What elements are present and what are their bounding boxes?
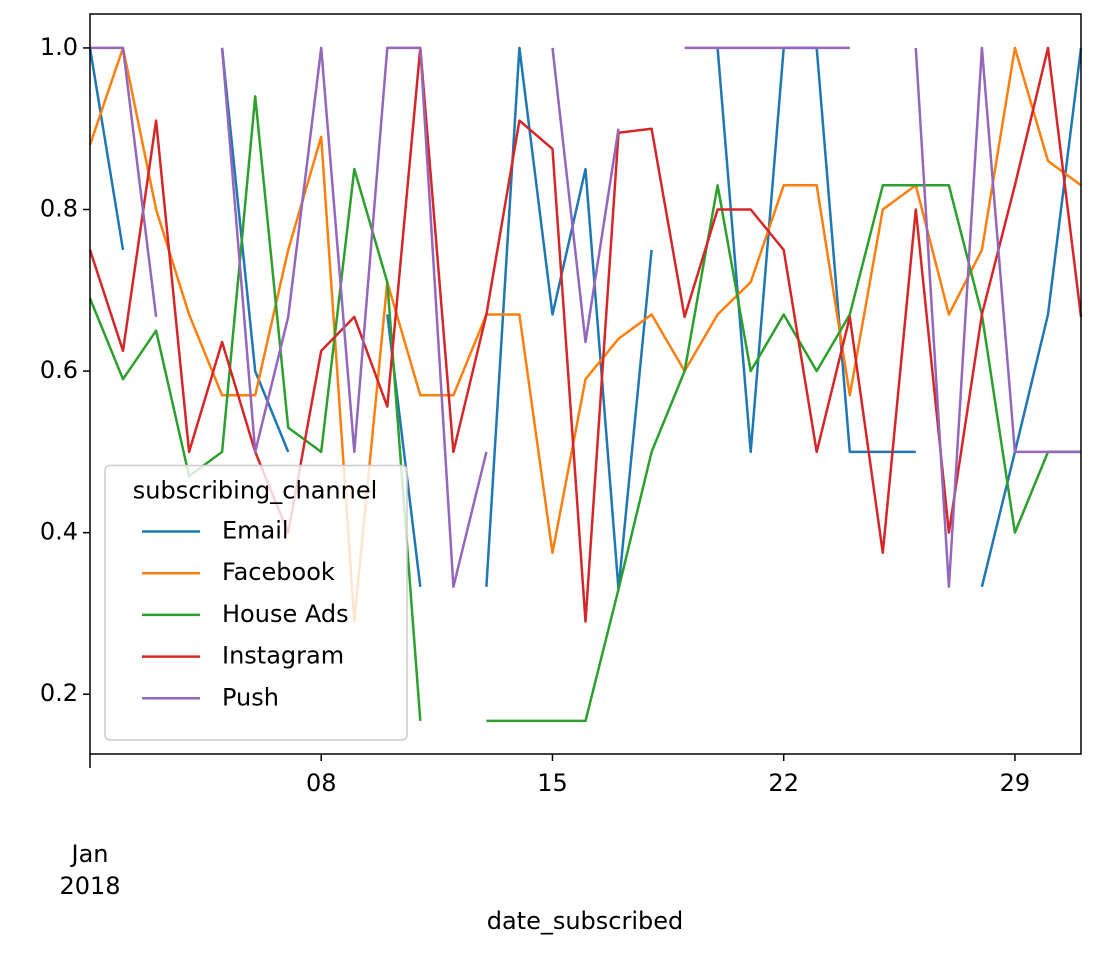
x-tick-label: 29	[1000, 769, 1031, 797]
x-major-tick-label: Jan 2018	[59, 840, 121, 900]
plot-frame	[89, 13, 1082, 755]
y-tick-label: 0.8	[40, 195, 78, 223]
legend: subscribing_channel Email Facebook House Ad…	[104, 464, 408, 741]
y-tick-label: 0.6	[40, 356, 78, 384]
x-tick-label: 15	[537, 769, 568, 797]
legend-label: House Ads	[222, 600, 349, 628]
x-tick-label: 22	[768, 769, 799, 797]
legend-title: subscribing_channel	[133, 477, 378, 505]
x-axis-label: date_subscribed	[487, 907, 684, 935]
y-tick-label: 1.0	[40, 33, 78, 61]
y-tick-label: 0.2	[40, 679, 78, 707]
legend-label: Instagram	[222, 642, 344, 670]
legend-label: Push	[222, 683, 279, 711]
legend-label: Email	[222, 517, 289, 545]
legend-box	[104, 464, 408, 741]
legend-label: Facebook	[222, 558, 335, 586]
y-tick-label: 0.4	[40, 518, 78, 546]
series-line	[88, 46, 1083, 591]
x-tick-label: 08	[306, 769, 337, 797]
series-line	[90, 46, 1081, 589]
